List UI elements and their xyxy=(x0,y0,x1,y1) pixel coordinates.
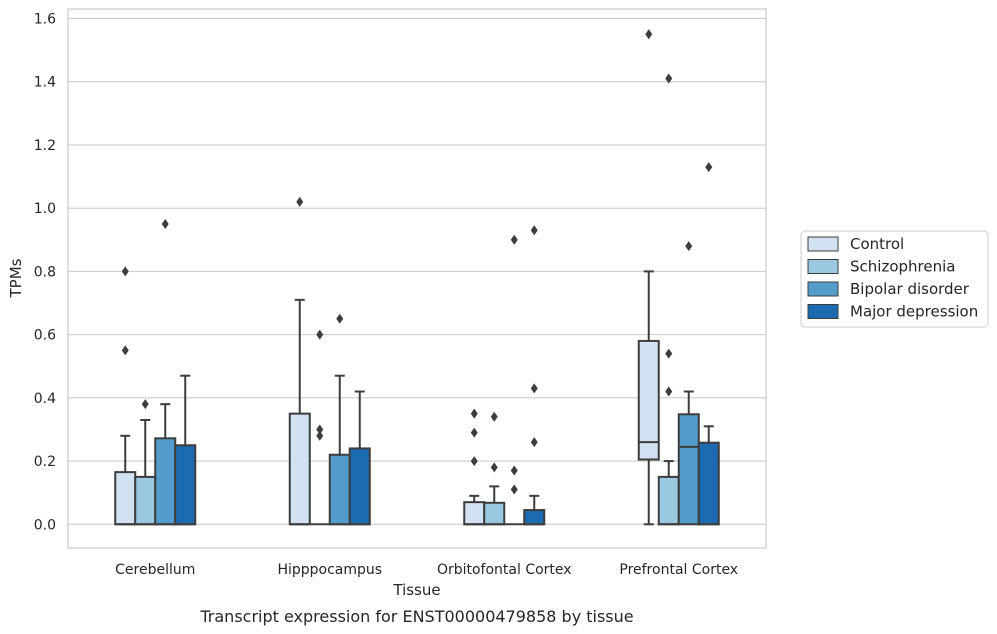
box xyxy=(154,437,177,526)
outlier-point xyxy=(470,456,478,467)
series-bipolar-disorder xyxy=(154,218,700,526)
y-tick-label: 0.8 xyxy=(34,264,56,280)
box xyxy=(677,413,700,526)
series-control xyxy=(114,29,660,526)
outlier-point xyxy=(336,313,344,324)
x-tick-label: Orbitofontal Cortex xyxy=(437,562,572,578)
y-tick-labels: 0.0 0.2 0.4 0.6 0.8 1.0 1.2 1.4 1.6 xyxy=(34,11,56,533)
box xyxy=(134,475,157,526)
plot-frame xyxy=(67,8,767,549)
outlier-point xyxy=(510,465,518,476)
outlier-point xyxy=(490,411,498,422)
box xyxy=(288,412,311,526)
legend: Control Schizophrenia Bipolar disorder Majo… xyxy=(800,230,989,328)
box xyxy=(657,475,680,526)
outlier-point xyxy=(665,73,673,84)
box xyxy=(463,501,486,526)
outlier-point xyxy=(121,345,129,356)
box xyxy=(348,447,371,526)
outlier-point xyxy=(685,241,693,252)
outlier-point xyxy=(510,484,518,495)
outlier-point xyxy=(316,329,324,340)
legend-swatch xyxy=(807,281,839,297)
outlier-point xyxy=(490,462,498,473)
outlier-point xyxy=(530,225,538,236)
outlier-point xyxy=(705,162,713,173)
outlier-point xyxy=(665,348,673,359)
box xyxy=(328,453,351,526)
box xyxy=(174,444,197,526)
y-tick-label: 1.4 xyxy=(34,75,56,91)
legend-label: Schizophrenia xyxy=(850,258,955,276)
outlier-point xyxy=(161,218,169,229)
box xyxy=(523,509,546,526)
y-tick-label: 0.0 xyxy=(34,517,56,533)
y-tick-label: 0.2 xyxy=(34,454,56,470)
series-schizophrenia xyxy=(134,73,680,526)
outlier-point xyxy=(470,408,478,419)
legend-label: Control xyxy=(850,235,904,253)
legend-label: Major depression xyxy=(850,303,978,321)
outlier-point xyxy=(530,437,538,448)
outlier-point xyxy=(510,234,518,245)
y-axis-label: TPMs xyxy=(7,258,25,298)
series-major-depression xyxy=(174,162,720,526)
legend-swatch xyxy=(807,304,839,319)
outlier-point xyxy=(470,427,478,438)
x-tick-label: Hipppocampus xyxy=(277,562,382,578)
y-tick-label: 1.0 xyxy=(34,201,56,217)
box xyxy=(483,501,506,526)
outlier-point xyxy=(121,266,129,277)
box xyxy=(114,471,137,526)
y-tick-label: 0.6 xyxy=(34,328,56,344)
y-tick-label: 1.6 xyxy=(34,11,56,27)
outlier-point xyxy=(645,29,653,40)
x-tick-label: Cerebellum xyxy=(115,562,195,578)
chart-caption: Transcript expression for ENST0000047985… xyxy=(199,607,633,626)
box-series xyxy=(114,29,720,526)
y-tick-label: 1.2 xyxy=(34,138,56,154)
box xyxy=(697,441,720,526)
x-axis-label: Tissue xyxy=(392,581,440,599)
y-tick-label: 0.4 xyxy=(34,391,56,407)
x-tick-labels: Cerebellum Hipppocampus Orbitofontal Corte… xyxy=(115,562,738,578)
outlier-point xyxy=(316,430,324,441)
outlier-point xyxy=(316,424,324,435)
outlier-point xyxy=(141,399,149,410)
legend-swatch xyxy=(807,236,839,252)
box xyxy=(637,339,660,461)
outlier-point xyxy=(530,383,538,394)
x-tick-label: Prefrontal Cortex xyxy=(619,562,738,578)
legend-frame xyxy=(800,230,989,328)
outlier-point xyxy=(665,386,673,397)
legend-swatch xyxy=(807,259,839,274)
legend-label: Bipolar disorder xyxy=(850,280,970,298)
outlier-point xyxy=(296,196,304,207)
